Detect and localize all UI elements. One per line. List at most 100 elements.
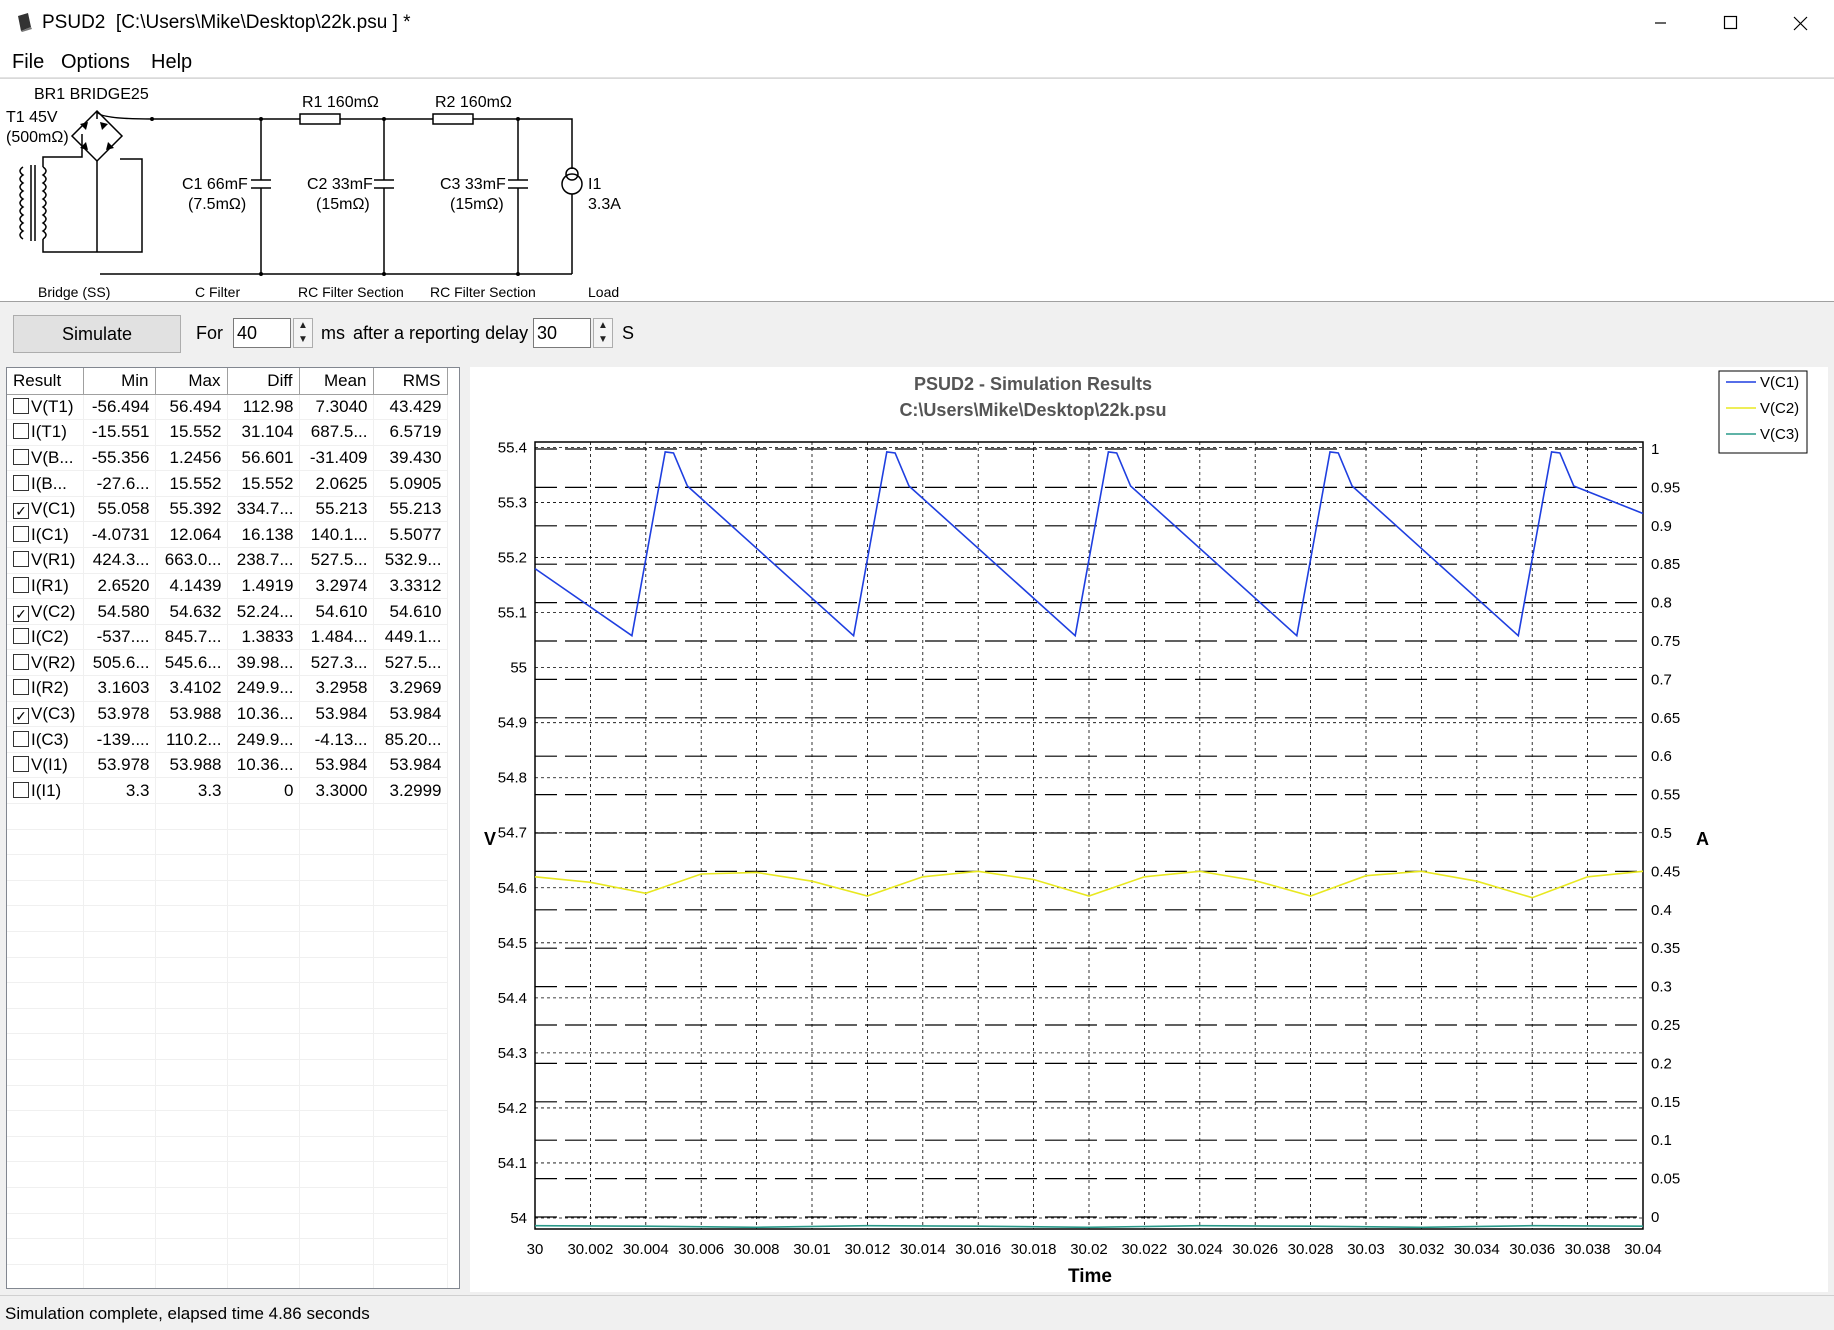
result-name-cell[interactable]: I(C2) <box>7 624 84 651</box>
result-name-cell[interactable]: I(I1) <box>7 777 84 804</box>
result-name-cell[interactable]: I(C1) <box>7 521 84 549</box>
spin-down-icon[interactable]: ▼ <box>298 334 308 345</box>
unchecked-checkbox[interactable] <box>13 423 29 440</box>
table-row[interactable]: I(R2) 3.1603 3.4102 249.9... 3.2958 3.2969 <box>7 675 448 702</box>
result-name-cell[interactable]: V(B... <box>7 445 84 472</box>
result-name-cell[interactable]: I(C3) <box>7 726 84 753</box>
unchecked-checkbox[interactable] <box>13 525 29 542</box>
table-row[interactable]: ✓ V(C2) 54.580 54.632 52.24... 54.610 54.610 <box>7 598 448 625</box>
result-name-cell[interactable]: I(B... <box>7 470 84 497</box>
table-row[interactable]: V(B... -55.356 1.2456 56.601 -31.409 39.430 <box>7 445 448 472</box>
result-max-cell: 53.988 <box>155 701 228 728</box>
y2-tick-label: 0.1 <box>1651 1132 1672 1149</box>
col-header-result[interactable]: Result <box>7 368 84 395</box>
result-max-cell: 1.2456 <box>155 445 228 472</box>
menu-help[interactable]: Help <box>151 51 193 73</box>
unchecked-checkbox[interactable] <box>13 653 29 670</box>
empty-cell <box>299 957 374 984</box>
menu-file[interactable]: File <box>12 51 45 73</box>
unchecked-checkbox[interactable] <box>13 576 29 593</box>
result-diff-cell: 52.24... <box>227 598 300 625</box>
y2-tick-label: 0 <box>1651 1209 1659 1226</box>
empty-cell <box>155 854 228 881</box>
checked-checkbox[interactable]: ✓ <box>13 605 29 622</box>
result-name: V(I1) <box>31 755 68 775</box>
duration-input[interactable] <box>233 318 291 348</box>
table-row[interactable]: I(C1) -4.0731 12.064 16.138 140.1... 5.5077 <box>7 521 448 549</box>
empty-cell <box>299 1059 374 1086</box>
result-name: I(C1) <box>31 524 69 544</box>
table-row[interactable]: I(B... -27.6... 15.552 15.552 2.0625 5.0905 <box>7 470 448 497</box>
duration-spinner[interactable]: ▲ ▼ <box>293 318 313 348</box>
minimize-button[interactable] <box>1625 0 1695 47</box>
empty-cell <box>83 1110 156 1137</box>
result-rms-cell: 85.20... <box>373 726 448 753</box>
x-tick-label: 30.022 <box>1121 1241 1167 1258</box>
table-row[interactable]: V(T1) -56.494 56.494 112.98 7.3040 43.429 <box>7 394 448 421</box>
table-row[interactable]: V(R1) 424.3... 663.0... 238.7... 527.5... 532… <box>7 547 448 574</box>
col-header-min[interactable]: Min <box>83 368 156 395</box>
y2-tick-label: 0.3 <box>1651 979 1672 996</box>
spin-up-icon[interactable]: ▲ <box>598 320 608 331</box>
table-row[interactable]: I(T1) -15.551 15.552 31.104 687.5... 6.5719 <box>7 419 448 446</box>
result-rms-cell: 43.429 <box>373 394 448 421</box>
x-tick-label: 30.016 <box>955 1241 1001 1258</box>
table-row[interactable]: ✓ V(C3) 53.978 53.988 10.36... 53.984 53.984 <box>7 701 448 728</box>
unchecked-checkbox[interactable] <box>13 628 29 645</box>
unchecked-checkbox[interactable] <box>13 679 29 696</box>
result-name-cell[interactable]: V(I1) <box>7 752 84 779</box>
table-row[interactable]: ✓ V(C1) 55.058 55.392 334.7... 55.213 55.213 <box>7 496 448 523</box>
unchecked-checkbox[interactable] <box>13 448 29 465</box>
maximize-button[interactable] <box>1695 0 1765 47</box>
unchecked-checkbox[interactable] <box>13 551 29 568</box>
result-name-cell[interactable]: I(T1) <box>7 419 84 446</box>
x-tick-label: 30 <box>527 1241 544 1258</box>
table-row[interactable]: I(I1) 3.3 3.3 0 3.3000 3.2999 <box>7 777 448 804</box>
spin-up-icon[interactable]: ▲ <box>298 320 308 331</box>
table-row[interactable]: I(C2) -537.... 845.7... 1.3833 1.484... 449.1… <box>7 624 448 651</box>
result-name-cell[interactable]: ✓ V(C2) <box>7 598 84 625</box>
result-name-cell[interactable]: V(R2) <box>7 649 84 677</box>
y-tick-label: 54 <box>510 1210 527 1227</box>
col-header-mean[interactable]: Mean <box>299 368 374 395</box>
empty-cell <box>299 1238 374 1265</box>
legend-label: V(C3) <box>1760 426 1799 443</box>
table-row[interactable]: I(R1) 2.6520 4.1439 1.4919 3.2974 3.3312 <box>7 573 448 600</box>
col-header-diff[interactable]: Diff <box>227 368 300 395</box>
table-row[interactable]: V(R2) 505.6... 545.6... 39.98... 527.3... 527… <box>7 649 448 677</box>
result-rms-cell: 3.3312 <box>373 573 448 600</box>
result-name-cell[interactable]: ✓ V(C3) <box>7 701 84 728</box>
result-name-cell[interactable]: I(R2) <box>7 675 84 702</box>
ms-label: ms <box>321 323 345 343</box>
unchecked-checkbox[interactable] <box>13 474 29 491</box>
result-name-cell[interactable]: V(R1) <box>7 547 84 574</box>
unchecked-checkbox[interactable] <box>13 781 29 798</box>
result-max-cell: 3.4102 <box>155 675 228 702</box>
unchecked-checkbox[interactable] <box>13 397 29 414</box>
empty-cell <box>373 1110 448 1137</box>
result-name-cell[interactable]: ✓ V(C1) <box>7 496 84 523</box>
checked-checkbox[interactable]: ✓ <box>13 503 29 520</box>
unchecked-checkbox[interactable] <box>13 756 29 773</box>
checked-checkbox[interactable]: ✓ <box>13 707 29 724</box>
spin-down-icon[interactable]: ▼ <box>598 334 608 345</box>
delay-input[interactable] <box>533 318 591 348</box>
simulate-button[interactable]: Simulate <box>13 315 181 353</box>
c1-esr-label: (7.5mΩ) <box>188 196 246 213</box>
result-name-cell[interactable]: I(R1) <box>7 573 84 600</box>
result-min-cell: -27.6... <box>83 470 156 497</box>
y-tick-label: 55.3 <box>498 495 527 512</box>
empty-table-row <box>7 829 448 856</box>
result-diff-cell: 1.4919 <box>227 573 300 600</box>
close-button[interactable] <box>1765 0 1834 47</box>
col-header-rms[interactable]: RMS <box>373 368 448 395</box>
result-name-cell[interactable]: V(T1) <box>7 394 84 421</box>
result-min-cell: 424.3... <box>83 547 156 574</box>
col-header-max[interactable]: Max <box>155 368 228 395</box>
menu-options[interactable]: Options <box>61 51 130 73</box>
result-min-cell: -537.... <box>83 624 156 651</box>
delay-spinner[interactable]: ▲ ▼ <box>593 318 613 348</box>
table-row[interactable]: V(I1) 53.978 53.988 10.36... 53.984 53.984 <box>7 752 448 779</box>
unchecked-checkbox[interactable] <box>13 730 29 747</box>
table-row[interactable]: I(C3) -139.... 110.2... 249.9... -4.13... 85.… <box>7 726 448 753</box>
